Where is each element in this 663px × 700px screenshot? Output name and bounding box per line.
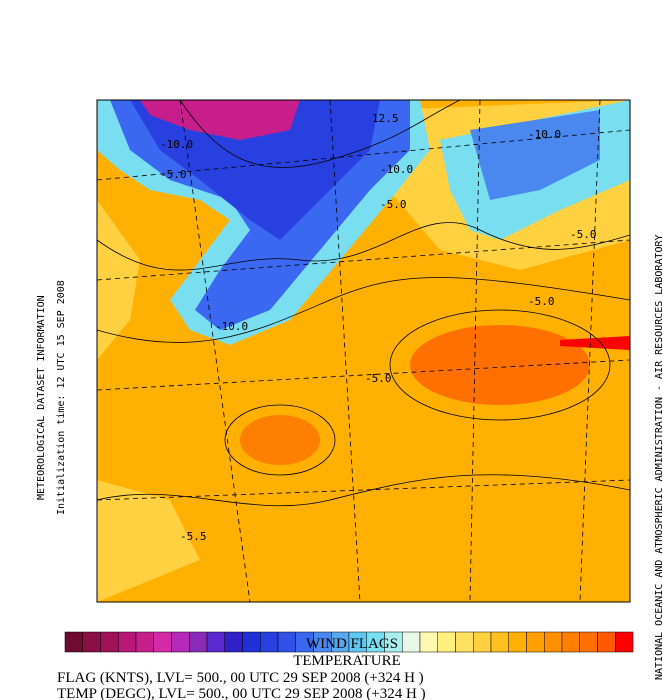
colorbar-swatch	[597, 631, 616, 653]
side-credit: NATIONAL OCEANIC AND ATMOSPHERIC ADMINIS…	[654, 234, 663, 680]
colorbar-swatch	[419, 631, 438, 653]
contour-label: -5.0	[365, 372, 392, 385]
contour-label: -5.0	[570, 228, 597, 241]
contour-label: 12.5	[372, 112, 399, 125]
colorbar-swatch	[508, 631, 527, 653]
colorbar-swatch	[171, 631, 190, 653]
contour-label: -5.5	[180, 530, 207, 543]
colorbar-swatch	[135, 631, 154, 653]
contour-label: -5.0	[380, 198, 407, 211]
colorbar-swatch	[277, 631, 296, 653]
colorbar-swatch	[206, 631, 225, 653]
footer-line: TEMP (DEGC), LVL= 500., 00 UTC 29 SEP 20…	[57, 686, 426, 700]
contour-label: -10.0	[160, 138, 193, 151]
colorbar-swatch	[561, 631, 580, 653]
colorbar-swatch	[455, 631, 474, 653]
colorbar-swatch	[615, 631, 634, 653]
colorbar-swatch	[224, 631, 243, 653]
colorbar-swatch	[402, 631, 421, 653]
colorbar-swatch	[490, 631, 509, 653]
colorbar-swatch	[189, 631, 208, 653]
footer-title: TEMPERATURE	[293, 653, 401, 669]
side-init: Initialization time: 12 UTC 15 SEP 2008	[56, 280, 67, 515]
colorbar-swatch	[118, 631, 137, 653]
colorbar-swatch	[260, 631, 279, 653]
map-field	[97, 100, 630, 602]
contour-label: -10.0	[528, 128, 561, 141]
map-frame	[96, 99, 631, 603]
colorbar-swatch	[82, 631, 101, 653]
colorbar-swatch	[526, 631, 545, 653]
side-title: METEOROLOGICAL DATASET INFORMATION	[36, 295, 47, 500]
colorbar-swatch	[242, 631, 261, 653]
colorbar-swatch	[579, 631, 598, 653]
colorbar-swatch	[64, 631, 83, 653]
footer-title: WIND FLAGS	[306, 636, 398, 652]
colorbar-swatch	[100, 631, 119, 653]
colorbar-swatch	[473, 631, 492, 653]
colorbar	[64, 631, 634, 653]
contour-label: -5.0	[160, 168, 187, 181]
colorbar-swatch	[153, 631, 172, 653]
contour-label: -10.0	[215, 320, 248, 333]
footer-line: FLAG (KNTS), LVL= 500., 00 UTC 29 SEP 20…	[57, 670, 424, 686]
contour-label: -5.0	[528, 295, 555, 308]
colorbar-swatch	[544, 631, 563, 653]
colorbar-swatch	[437, 631, 456, 653]
contour-label: -10.0	[380, 163, 413, 176]
